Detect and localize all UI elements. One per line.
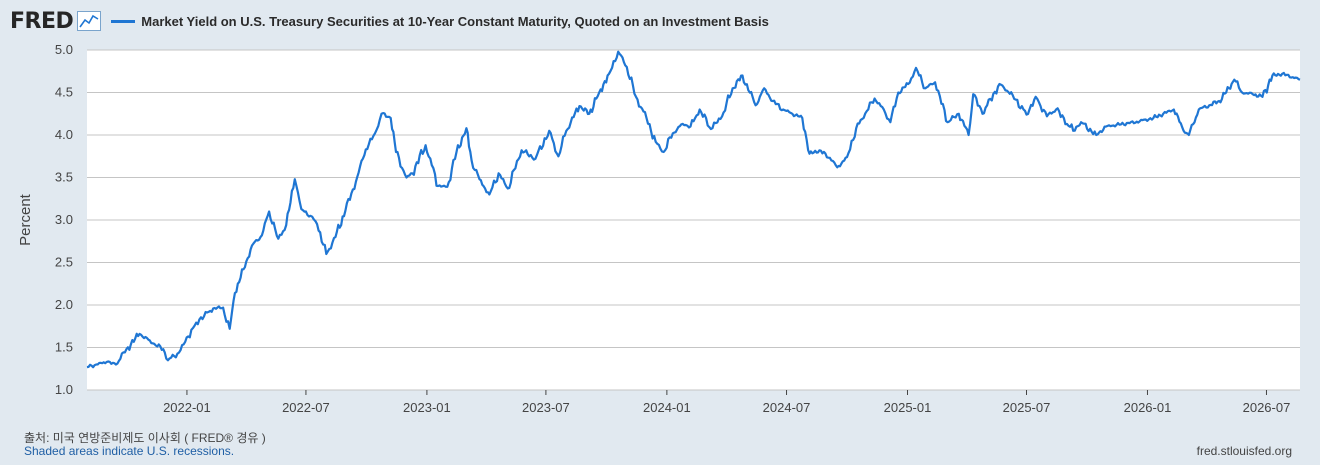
x-tick-label: 2025-07	[1003, 400, 1051, 415]
y-tick-label: 1.5	[55, 340, 73, 355]
y-tick-label: 2.5	[55, 255, 73, 270]
chart: 1.01.52.02.53.03.54.04.55.0 2022-01 2022-…	[17, 42, 1301, 415]
y-tick-label: 5.0	[55, 42, 73, 57]
y-tick-label: 4.5	[55, 85, 73, 100]
x-tick-label: 2024-07	[763, 400, 811, 415]
y-tick-label: 3.5	[55, 170, 73, 185]
x-tick-label: 2026-01	[1124, 400, 1172, 415]
x-tick-label: 2022-01	[163, 400, 211, 415]
grid-lines	[87, 49, 1300, 391]
source-note: 출처: 미국 연방준비제도 이사회 ( FRED® 경유 )	[24, 431, 266, 445]
fred-link[interactable]: fred.stlouisfed.org	[1196, 444, 1292, 458]
legend-swatch	[111, 19, 136, 23]
series-layer	[86, 50, 1301, 369]
fred-logo[interactable]: FRED	[10, 8, 74, 34]
y-axis-ticks: 1.0 1.5 2.0 2.5 3.0 3.5 4.0 4.5 5.0	[55, 42, 73, 397]
y-axis-label: Percent	[17, 193, 34, 246]
y-tick-label: 1.0	[55, 382, 73, 397]
series-name: Market Yield on U.S. Treasury Securities…	[141, 13, 769, 29]
chart-header: FRED Market Yield on U.S. Treasury Secur…	[10, 8, 769, 34]
x-axis-ticks: 2022-01 2022-07 2023-01 2023-07 2024-01 2024-…	[163, 390, 1290, 415]
x-tick-label: 2023-01	[403, 400, 451, 415]
legend: Market Yield on U.S. Treasury Securities…	[111, 14, 769, 29]
y-tick-label: 3.0	[55, 212, 73, 227]
x-tick-label: 2022-07	[282, 400, 330, 415]
line-chart-icon	[77, 11, 102, 31]
x-tick-label: 2023-07	[522, 400, 570, 415]
recession-note: Shaded areas indicate U.S. recessions.	[24, 444, 235, 458]
y-tick-label: 4.0	[55, 127, 73, 142]
y-tick-label: 2.0	[55, 297, 73, 312]
x-tick-label: 2026-07	[1243, 400, 1291, 415]
series-line	[86, 50, 1301, 369]
x-tick-label: 2025-01	[884, 400, 932, 415]
x-tick-label: 2024-01	[643, 400, 691, 415]
